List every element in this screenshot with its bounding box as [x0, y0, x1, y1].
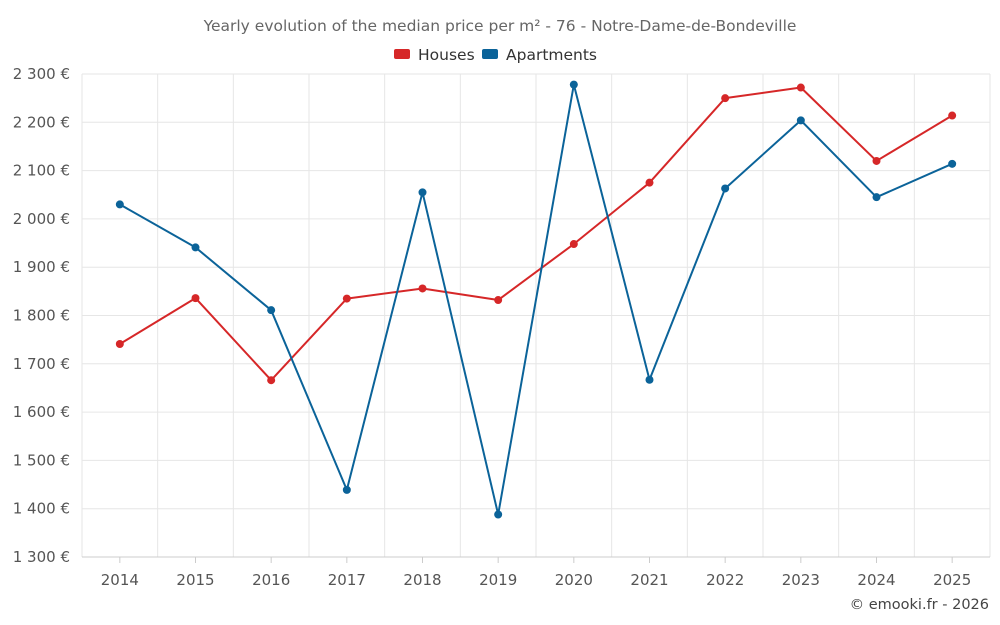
- credit-text: © emooki.fr - 2026: [850, 597, 989, 613]
- x-tick-label: 2025: [933, 571, 971, 589]
- legend-item-houses[interactable]: Houses: [394, 46, 475, 64]
- legend-swatch: [394, 49, 410, 59]
- x-tick-label: 2020: [555, 571, 593, 589]
- y-tick-label: 1 900 €: [13, 258, 70, 276]
- legend-label: Apartments: [506, 46, 597, 64]
- legend-label: Houses: [418, 46, 475, 64]
- grid: [81, 73, 991, 558]
- y-tick-label: 1 500 €: [13, 451, 70, 469]
- x-tick-label: 2016: [252, 571, 290, 589]
- data-point[interactable]: [796, 116, 805, 125]
- data-point[interactable]: [115, 200, 124, 209]
- x-tick-label: 2018: [403, 571, 441, 589]
- x-tick-label: 2017: [328, 571, 366, 589]
- x-tick-label: 2022: [706, 571, 744, 589]
- series-line: [119, 86, 953, 382]
- data-point[interactable]: [796, 83, 805, 92]
- data-point[interactable]: [948, 159, 957, 168]
- series-houses: [115, 83, 957, 385]
- legend-item-apartments[interactable]: Apartments: [482, 46, 597, 64]
- data-point[interactable]: [721, 94, 730, 103]
- series-apartments: [115, 80, 957, 519]
- y-tick-label: 2 100 €: [13, 162, 70, 180]
- data-point[interactable]: [267, 306, 276, 315]
- chart-title: Yearly evolution of the median price per…: [203, 17, 797, 35]
- series-line: [119, 83, 953, 516]
- data-point[interactable]: [342, 294, 351, 303]
- y-tick-label: 1 800 €: [13, 307, 70, 325]
- data-point[interactable]: [872, 156, 881, 165]
- y-tick-label: 1 600 €: [13, 403, 70, 421]
- data-point[interactable]: [191, 243, 200, 252]
- data-point[interactable]: [342, 485, 351, 494]
- legend: Houses Apartments: [394, 46, 597, 64]
- y-tick-label: 1 700 €: [13, 355, 70, 373]
- data-point[interactable]: [115, 339, 124, 348]
- data-point[interactable]: [267, 376, 276, 385]
- data-point[interactable]: [494, 510, 503, 519]
- y-axis: 1 300 € 1 400 € 1 500 € 1 600 € 1 700 € 1 800…: [13, 65, 70, 566]
- x-tick-label: 2019: [479, 571, 517, 589]
- x-tick-label: 2014: [101, 571, 139, 589]
- x-tick-label: 2023: [782, 571, 820, 589]
- y-tick-label: 1 300 €: [13, 548, 70, 566]
- y-tick-label: 2 300 €: [13, 65, 70, 83]
- data-point[interactable]: [569, 80, 578, 89]
- y-tick-label: 1 400 €: [13, 500, 70, 518]
- data-point[interactable]: [418, 284, 427, 293]
- y-tick-label: 2 000 €: [13, 210, 70, 228]
- x-tick-label: 2015: [176, 571, 214, 589]
- data-point[interactable]: [645, 375, 654, 384]
- data-point[interactable]: [948, 111, 957, 120]
- data-point[interactable]: [418, 188, 427, 197]
- data-point[interactable]: [645, 178, 654, 187]
- data-point[interactable]: [494, 296, 503, 305]
- y-tick-label: 2 200 €: [13, 113, 70, 131]
- series-layer: [115, 80, 957, 519]
- data-point[interactable]: [721, 184, 730, 193]
- x-axis: 2014 2015 2016 2017 2018 2019 2020 2021 2022 2023…: [82, 556, 990, 589]
- legend-swatch: [482, 49, 498, 59]
- x-tick-label: 2021: [630, 571, 668, 589]
- data-point[interactable]: [569, 240, 578, 249]
- data-point[interactable]: [872, 193, 881, 202]
- x-tick-label: 2024: [857, 571, 895, 589]
- data-point[interactable]: [191, 294, 200, 303]
